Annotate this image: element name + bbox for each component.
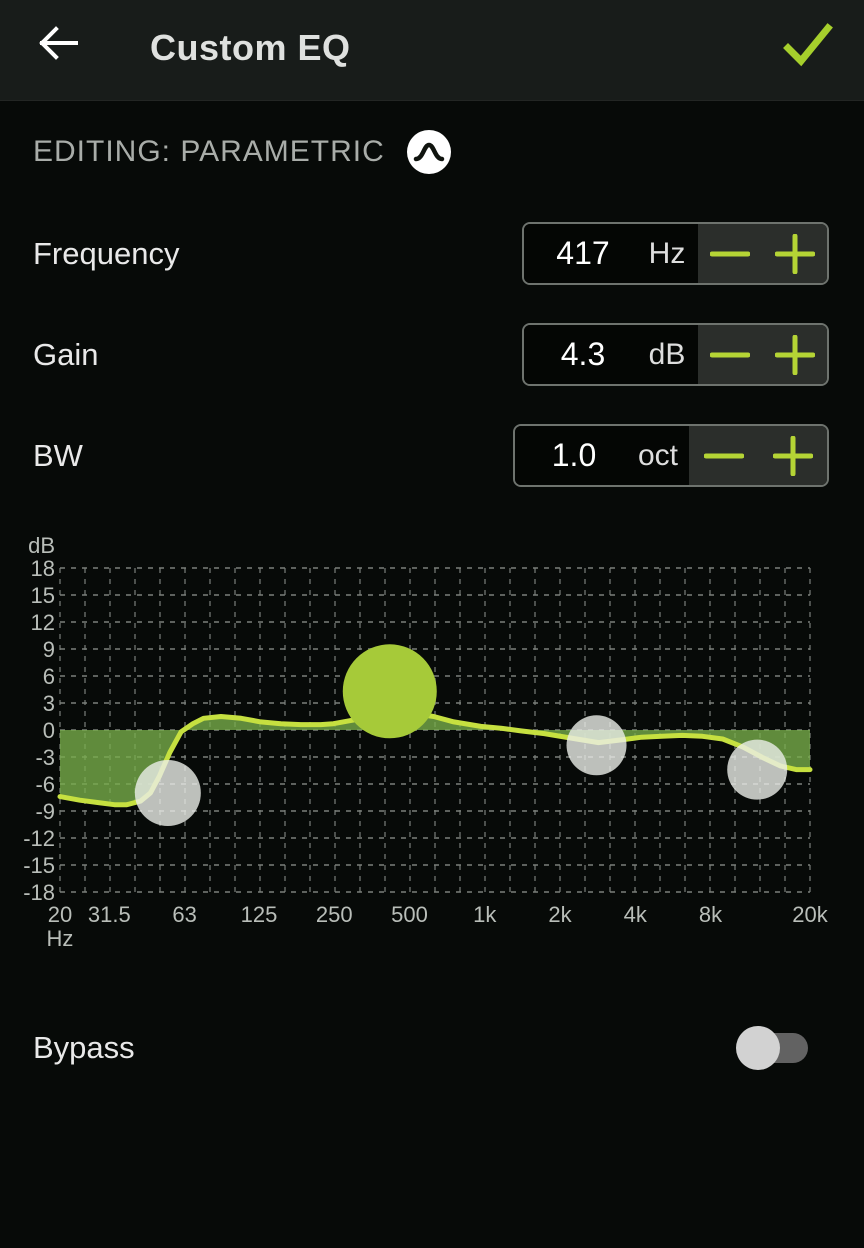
back-button[interactable] <box>34 19 82 67</box>
frequency-unit: Hz <box>648 236 686 270</box>
y-axis-tick-label: -9 <box>35 799 55 824</box>
checkmark-icon <box>783 23 833 67</box>
bw-row: BW 1.0 oct <box>0 424 864 488</box>
y-axis-tick-label: 3 <box>43 691 55 716</box>
frequency-value: 417 <box>556 235 610 271</box>
x-axis-tick-label: 20 <box>48 902 72 927</box>
y-axis-tick-label: -12 <box>23 826 55 851</box>
arrow-left-icon <box>39 26 78 60</box>
confirm-button[interactable] <box>780 19 836 71</box>
y-axis-tick-label: 18 <box>31 556 55 581</box>
y-axis-tick-label: 6 <box>43 664 55 689</box>
y-axis-tick-label: 12 <box>31 610 55 635</box>
x-axis-tick-label: 250 <box>316 902 353 927</box>
x-axis-tick-label: 500 <box>391 902 428 927</box>
y-axis-tick-label: 9 <box>43 637 55 662</box>
editing-row: EDITING: PARAMETRIC <box>33 128 451 176</box>
frequency-increment-button[interactable] <box>763 224 828 283</box>
bypass-toggle[interactable] <box>736 1020 808 1076</box>
gain-increment-button[interactable] <box>763 325 828 384</box>
x-axis-tick-label: 4k <box>624 902 648 927</box>
x-axis-title: Hz <box>47 926 74 951</box>
x-axis-tick-label: 63 <box>172 902 196 927</box>
editing-label: EDITING: PARAMETRIC <box>33 135 385 168</box>
minus-icon <box>710 251 751 256</box>
frequency-label: Frequency <box>33 236 180 271</box>
bypass-label: Bypass <box>33 1030 135 1065</box>
toggle-knob <box>736 1026 780 1070</box>
gain-row: Gain 4.3 dB <box>0 323 864 387</box>
gain-value-field[interactable]: 4.3 dB <box>524 325 698 384</box>
bypass-row: Bypass <box>0 1016 864 1080</box>
bw-label: BW <box>33 438 83 473</box>
x-axis-tick-label: 2k <box>548 902 572 927</box>
bw-unit: oct <box>637 438 679 472</box>
x-axis-tick-label: 1k <box>473 902 497 927</box>
bw-value-field[interactable]: 1.0 oct <box>515 426 689 485</box>
page-title: Custom EQ <box>150 27 351 68</box>
minus-icon <box>703 453 744 458</box>
frequency-row: Frequency 417 Hz <box>0 222 864 286</box>
y-axis-tick-label: -18 <box>23 880 55 905</box>
gain-label: Gain <box>33 337 99 372</box>
bw-value: 1.0 <box>551 437 597 473</box>
frequency-stepper: 417 Hz <box>522 222 829 285</box>
eq-band-handle[interactable] <box>727 739 788 800</box>
x-axis-tick-label: 8k <box>699 902 723 927</box>
y-axis-tick-label: -15 <box>23 853 55 878</box>
y-axis-title: dB <box>28 533 55 558</box>
plus-icon <box>774 334 815 375</box>
frequency-decrement-button[interactable] <box>698 224 763 283</box>
eq-band-handle-active[interactable] <box>342 644 437 739</box>
gain-stepper: 4.3 dB <box>522 323 829 386</box>
gain-decrement-button[interactable] <box>698 325 763 384</box>
gain-value: 4.3 <box>560 336 606 372</box>
x-axis-tick-label: 20k <box>792 902 828 927</box>
frequency-value-field[interactable]: 417 Hz <box>524 224 698 283</box>
eq-band-handle[interactable] <box>566 715 627 776</box>
minus-icon <box>710 352 751 357</box>
y-axis-tick-label: 15 <box>31 583 55 608</box>
y-axis-tick-label: -3 <box>35 745 55 770</box>
bw-stepper: 1.0 oct <box>513 424 829 487</box>
bw-increment-button[interactable] <box>758 426 827 485</box>
band-type-button[interactable] <box>406 130 451 174</box>
x-axis-tick-label: 125 <box>241 902 278 927</box>
parametric-peak-icon <box>413 142 445 162</box>
bw-decrement-button[interactable] <box>689 426 758 485</box>
plus-icon <box>772 435 813 476</box>
eq-band-handle[interactable] <box>134 760 201 826</box>
y-axis-tick-label: 0 <box>43 718 55 743</box>
gain-unit: dB <box>648 337 686 371</box>
x-axis-tick-label: 31.5 <box>88 902 131 927</box>
y-axis-tick-label: -6 <box>35 772 55 797</box>
app-bar: Custom EQ <box>0 0 864 101</box>
plus-icon <box>774 233 815 274</box>
